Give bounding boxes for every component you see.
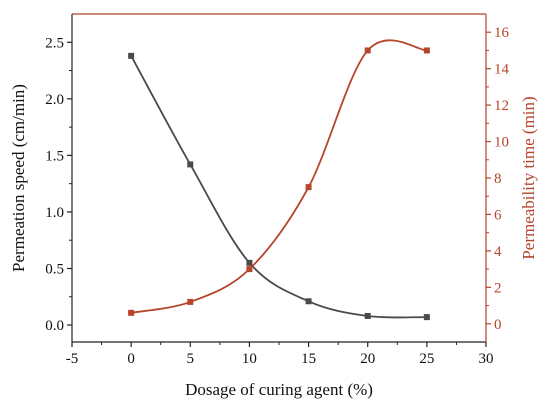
permeability-time-point xyxy=(305,184,312,191)
right-y-tick-label: 8 xyxy=(494,171,502,187)
permeation-speed-point xyxy=(246,259,253,266)
permeation-speed-curve xyxy=(130,55,427,319)
right-y-tick-label: 2 xyxy=(494,280,502,296)
right-y-tick-label: 14 xyxy=(494,62,510,78)
permeation-speed-point xyxy=(187,161,194,168)
x-axis-title: Dosage of curing agent (%) xyxy=(185,380,373,399)
permeability-time-point xyxy=(187,298,194,305)
left-y-axis-title: Permeation speed (cm/min) xyxy=(9,84,28,272)
right-y-tick-label: 16 xyxy=(494,25,510,41)
left-y-tick-label: 1.0 xyxy=(45,205,64,221)
left-y-axis: 0.0 0.5 1.0 1.5 2.0 2.5 xyxy=(45,35,72,334)
right-y-tick-label: 10 xyxy=(494,135,509,151)
permeability-time-curve xyxy=(130,39,427,314)
permeation-speed-point xyxy=(364,312,371,319)
permeation-speed-point xyxy=(128,52,135,59)
right-y-axis-title: Permeability time (min) xyxy=(519,96,538,259)
series-markers xyxy=(128,47,430,321)
x-tick-label: 10 xyxy=(242,351,257,367)
x-tick-label: -5 xyxy=(66,351,79,367)
left-y-tick-label: 2.0 xyxy=(45,92,64,108)
left-y-tick-label: 1.5 xyxy=(45,148,64,164)
x-tick-label: 20 xyxy=(360,351,375,367)
right-y-axis: 0 2 4 6 8 10 12 14 16 xyxy=(486,25,510,333)
permeability-time-point xyxy=(246,266,253,273)
x-axis: -5 0 5 10 15 20 25 30 xyxy=(66,342,494,367)
x-tick-label: 30 xyxy=(479,351,494,367)
permeability-time-point xyxy=(128,309,135,316)
x-tick-label: 5 xyxy=(187,351,195,367)
right-y-tick-label: 6 xyxy=(494,207,502,223)
series-curves xyxy=(130,39,427,319)
permeability-time-point xyxy=(364,47,371,54)
x-tick-label: 0 xyxy=(127,351,135,367)
left-y-tick-label: 0.5 xyxy=(45,261,64,277)
right-y-tick-label: 0 xyxy=(494,317,502,333)
left-y-tick-label: 2.5 xyxy=(45,35,64,51)
permeation-speed-point xyxy=(305,298,312,305)
permeation-speed-point xyxy=(423,314,430,321)
right-y-tick-label: 4 xyxy=(494,244,502,260)
right-y-tick-label: 12 xyxy=(494,98,509,114)
x-tick-label: 25 xyxy=(419,351,434,367)
left-y-tick-label: 0.0 xyxy=(45,318,64,334)
permeability-time-point xyxy=(423,47,430,54)
x-tick-label: 15 xyxy=(301,351,316,367)
